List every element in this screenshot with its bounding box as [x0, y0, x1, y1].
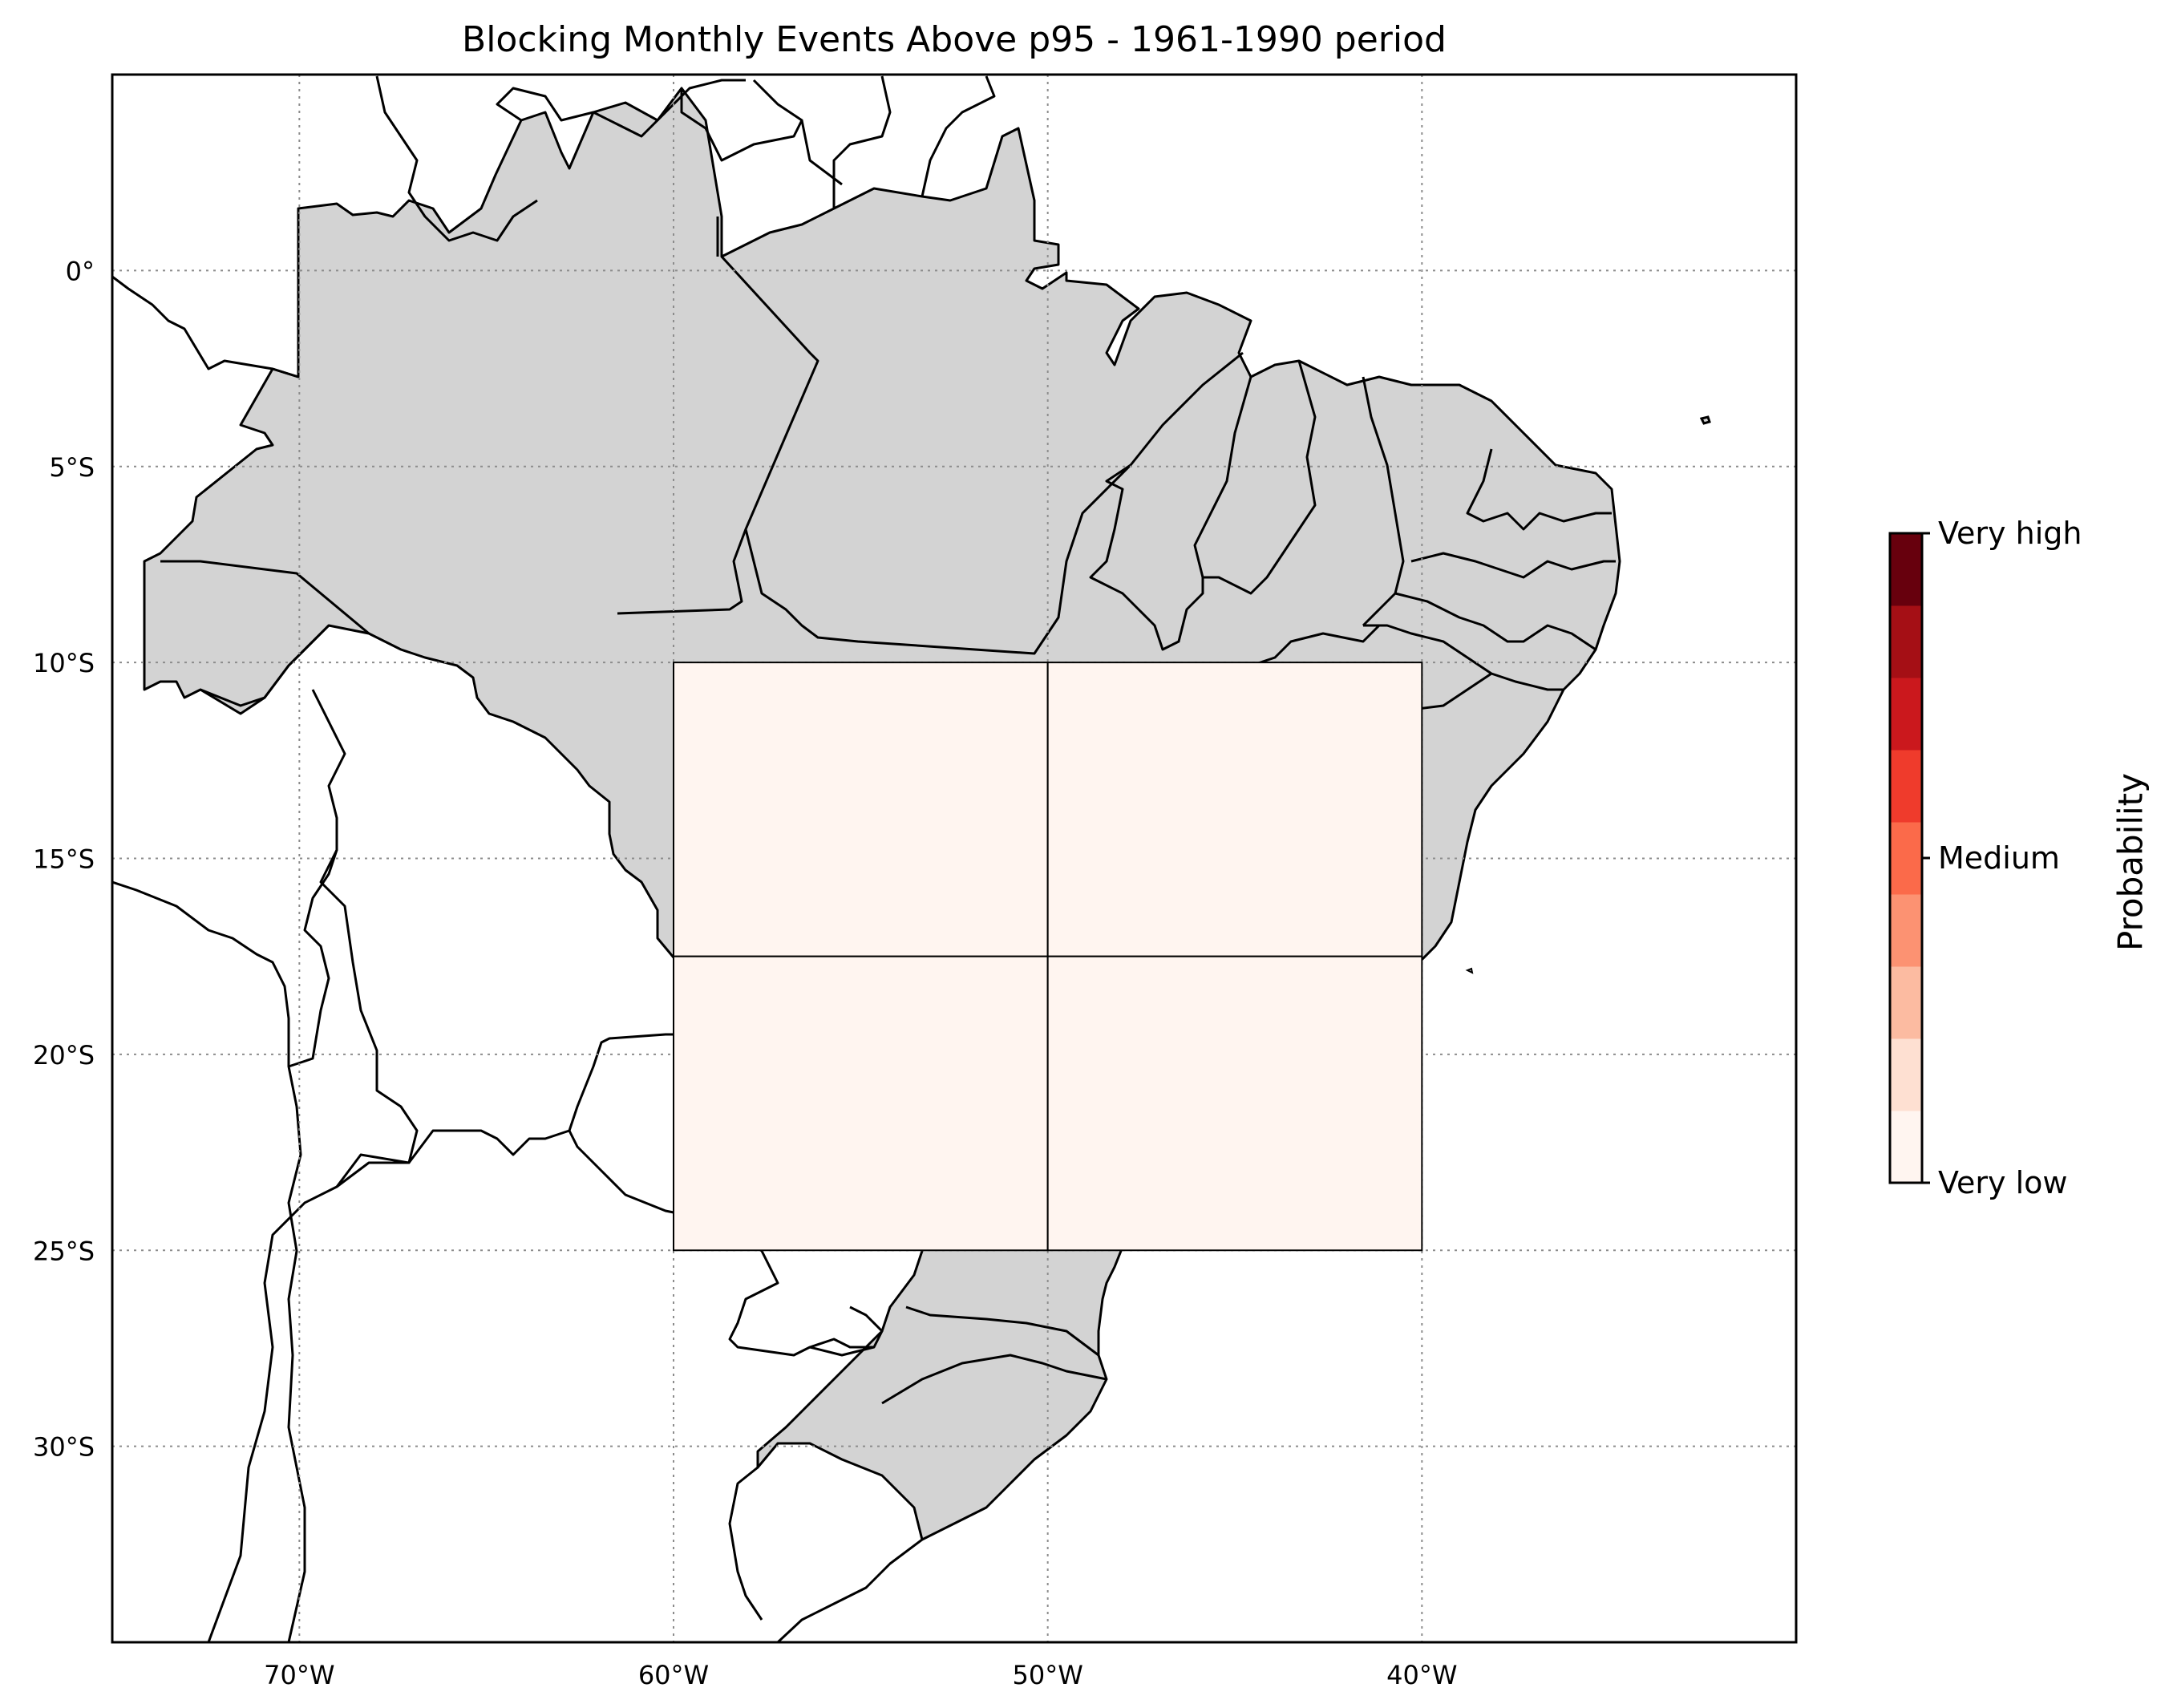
- heatmap-cell: [673, 955, 1049, 1252]
- lon-tick-label: 50°W: [1012, 1660, 1082, 1690]
- heatmap-cell: [1046, 955, 1423, 1252]
- longitude-labels: 70°W 60°W 50°W 40°W: [264, 1660, 1457, 1690]
- colorbar-tick-label: Very low: [1938, 1165, 2068, 1200]
- colorbar-block: [1890, 966, 1922, 1039]
- brazil-state-borders: [160, 217, 1616, 1405]
- lon-tick-label: 60°W: [638, 1660, 709, 1690]
- lat-tick-label: 30°S: [33, 1432, 95, 1463]
- heatmap-cell: [673, 662, 1049, 957]
- colorbar-block: [1890, 605, 1922, 678]
- island-2: [1465, 967, 1474, 974]
- colorbar-title: Probability: [2111, 773, 2151, 951]
- colorbar-block: [1890, 1038, 1922, 1111]
- latitude-labels: 0° 5°S 10°S 15°S 20°S 25°S 30°S: [33, 256, 95, 1462]
- map-title: Blocking Monthly Events Above p95 - 1961…: [462, 19, 1447, 60]
- lat-tick-label: 0°: [66, 256, 95, 286]
- gridlines: [112, 75, 1796, 1642]
- colorbar-block: [1890, 894, 1922, 967]
- island-1: [1699, 415, 1711, 425]
- country-borders: [112, 75, 996, 1642]
- colorbar-tick-label: Very high: [1938, 516, 2082, 551]
- lon-tick-label: 70°W: [264, 1660, 334, 1690]
- colorbar-block: [1890, 1111, 1922, 1184]
- colorbar-tick-label: Medium: [1938, 840, 2060, 876]
- lat-tick-label: 10°S: [33, 648, 95, 678]
- lon-tick-label: 40°W: [1386, 1660, 1457, 1690]
- map-frame: [111, 73, 1798, 1644]
- heatmap-cells: [673, 662, 1423, 1252]
- colorbar: Very low Medium Very high Probability: [1888, 516, 2151, 1200]
- colorbar-block: [1890, 750, 1922, 823]
- colorbar-block: [1890, 822, 1922, 895]
- lat-tick-label: 5°S: [49, 452, 95, 483]
- colorbar-labels: Very low Medium Very high: [1922, 516, 2082, 1200]
- heatmap-cell: [1046, 662, 1423, 957]
- lat-tick-label: 15°S: [33, 844, 95, 875]
- colorbar-blocks: [1890, 533, 1922, 1184]
- colorbar-block: [1890, 533, 1922, 606]
- colorbar-block: [1890, 678, 1922, 751]
- lat-tick-label: 20°S: [33, 1040, 95, 1071]
- lat-tick-label: 25°S: [33, 1236, 95, 1266]
